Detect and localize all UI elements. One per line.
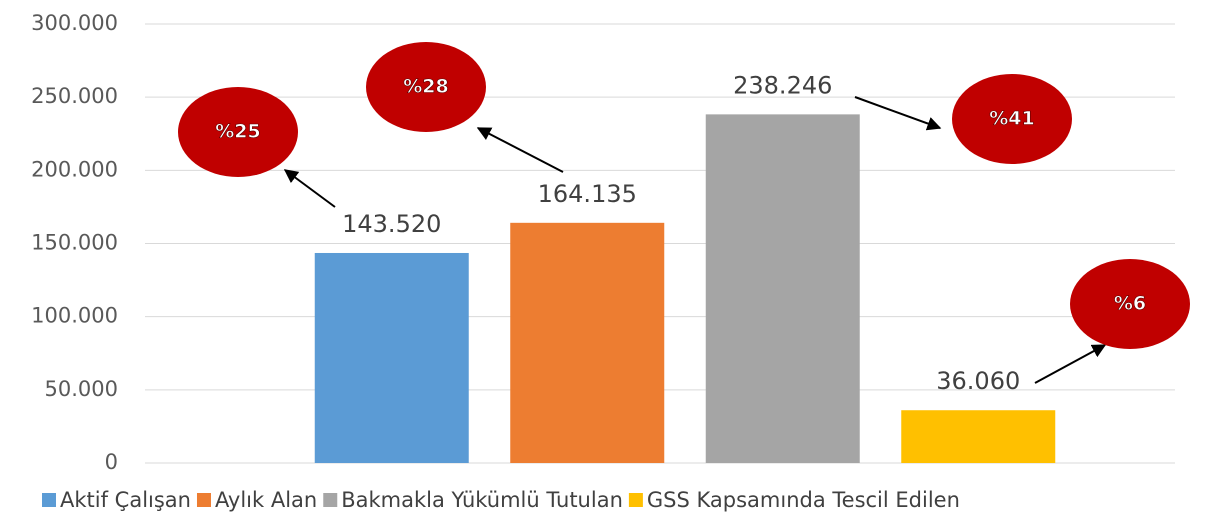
legend-label: Bakmakla Yükümlü Tutulan bbox=[341, 488, 623, 512]
bar bbox=[314, 252, 469, 463]
annotation-bubble bbox=[1070, 259, 1190, 349]
value-label: 143.520 bbox=[342, 210, 441, 238]
value-label: 36.060 bbox=[936, 367, 1020, 395]
value-label: 164.135 bbox=[538, 180, 637, 208]
y-tick-label: 250.000 bbox=[31, 84, 118, 108]
bar bbox=[510, 222, 665, 463]
annotation-label: %28 bbox=[403, 76, 448, 98]
y-tick-label: 150.000 bbox=[31, 231, 118, 255]
legend-swatch bbox=[42, 493, 56, 507]
annotation-arrow bbox=[476, 127, 564, 173]
value-label: 238.246 bbox=[733, 71, 832, 99]
annotation-label: %25 bbox=[215, 121, 260, 143]
y-tick-label: 200.000 bbox=[31, 157, 118, 181]
legend-label: GSS Kapsamında Tescil Edilen bbox=[647, 488, 960, 512]
annotation-bubble bbox=[366, 42, 486, 132]
annotation-bubble bbox=[178, 87, 298, 177]
y-tick-label: 50.000 bbox=[45, 377, 118, 401]
annotation-bubble bbox=[952, 74, 1072, 164]
legend-swatch bbox=[628, 493, 643, 507]
y-tick-label: 0 bbox=[105, 450, 118, 474]
y-tick-label: 300.000 bbox=[31, 11, 118, 35]
y-tick-label: 100.000 bbox=[31, 304, 118, 328]
annotation-label: %41 bbox=[989, 108, 1034, 130]
annotation-arrow bbox=[854, 96, 942, 131]
legend-label: Aktif Çalışan bbox=[60, 488, 191, 512]
annotation-arrow bbox=[283, 169, 336, 208]
bar bbox=[901, 410, 1056, 463]
annotation-arrow bbox=[1034, 344, 1107, 384]
annotation-label: %6 bbox=[1114, 293, 1146, 315]
legend-swatch bbox=[323, 493, 338, 507]
legend-swatch bbox=[196, 493, 211, 507]
legend-label: Aylık Alan bbox=[215, 488, 317, 512]
bar bbox=[705, 114, 860, 463]
